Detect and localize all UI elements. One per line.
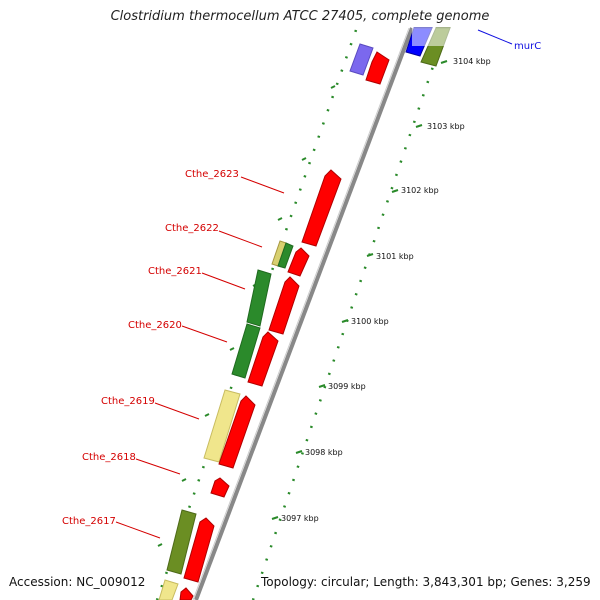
gene-label-cthe-2620: Cthe_2620: [128, 320, 182, 331]
forward-strand-genes: [179, 51, 390, 600]
gene-label-cthe-2622: Cthe_2622: [165, 223, 219, 234]
tick-label-3101: 3101 kbp: [376, 252, 414, 261]
label-connectors: [115, 29, 513, 539]
tick-label-3098: 3098 kbp: [305, 448, 343, 457]
gene-cthe-2622-green: [277, 242, 294, 269]
gene-cthe-2619-red: [218, 395, 256, 469]
tick-label-3102: 3102 kbp: [401, 186, 439, 195]
tick-label-3097: 3097 kbp: [281, 514, 319, 523]
tick-label-3104: 3104 kbp: [453, 57, 491, 66]
gene-label-murc: murC: [514, 41, 541, 52]
gene-label-cthe-2623: Cthe_2623: [185, 169, 239, 180]
gene-cthe-2621: [246, 269, 272, 327]
gene-bottom-yellow: [158, 579, 179, 600]
gene-label-cthe-2619: Cthe_2619: [101, 396, 155, 407]
gene-top-red: [365, 51, 390, 85]
gene-cthe-2618: [210, 477, 230, 498]
gene-bottom-red: [179, 587, 194, 600]
tick-label-3103: 3103 kbp: [427, 122, 465, 131]
gene-label-cthe-2617: Cthe_2617: [62, 516, 116, 527]
kbp-ticks: [157, 60, 448, 547]
accession-label: Accession: NC_009012: [9, 575, 146, 589]
gene-cthe-2620-red: [247, 331, 279, 387]
murc-highlight: [412, 28, 468, 46]
gene-cthe-2621-red: [268, 276, 300, 335]
genome-backbone-highlight: [192, 27, 410, 600]
map-title: Clostridium thermocellum ATCC 27405, com…: [110, 9, 490, 24]
genome-backbone: [194, 27, 414, 600]
gene-cthe-2620: [231, 323, 261, 379]
tick-label-3100: 3100 kbp: [351, 317, 389, 326]
topology-label: Topology: circular; Length: 3,843,301 bp…: [261, 575, 591, 589]
gene-cthe-2617: [166, 509, 197, 575]
gene-label-cthe-2618: Cthe_2618: [82, 452, 136, 463]
gene-label-cthe-2621: Cthe_2621: [148, 266, 202, 277]
reverse-strand-genes: [158, 43, 374, 600]
tick-label-3099: 3099 kbp: [328, 382, 366, 391]
gene-purple: [349, 43, 374, 76]
murc-region: [405, 27, 468, 67]
gene-cthe-2617-red: [183, 517, 215, 583]
gene-cthe-2622-red: [287, 247, 310, 277]
gene-cthe-2619: [203, 389, 241, 463]
gene-cthe-2623: [301, 169, 342, 247]
